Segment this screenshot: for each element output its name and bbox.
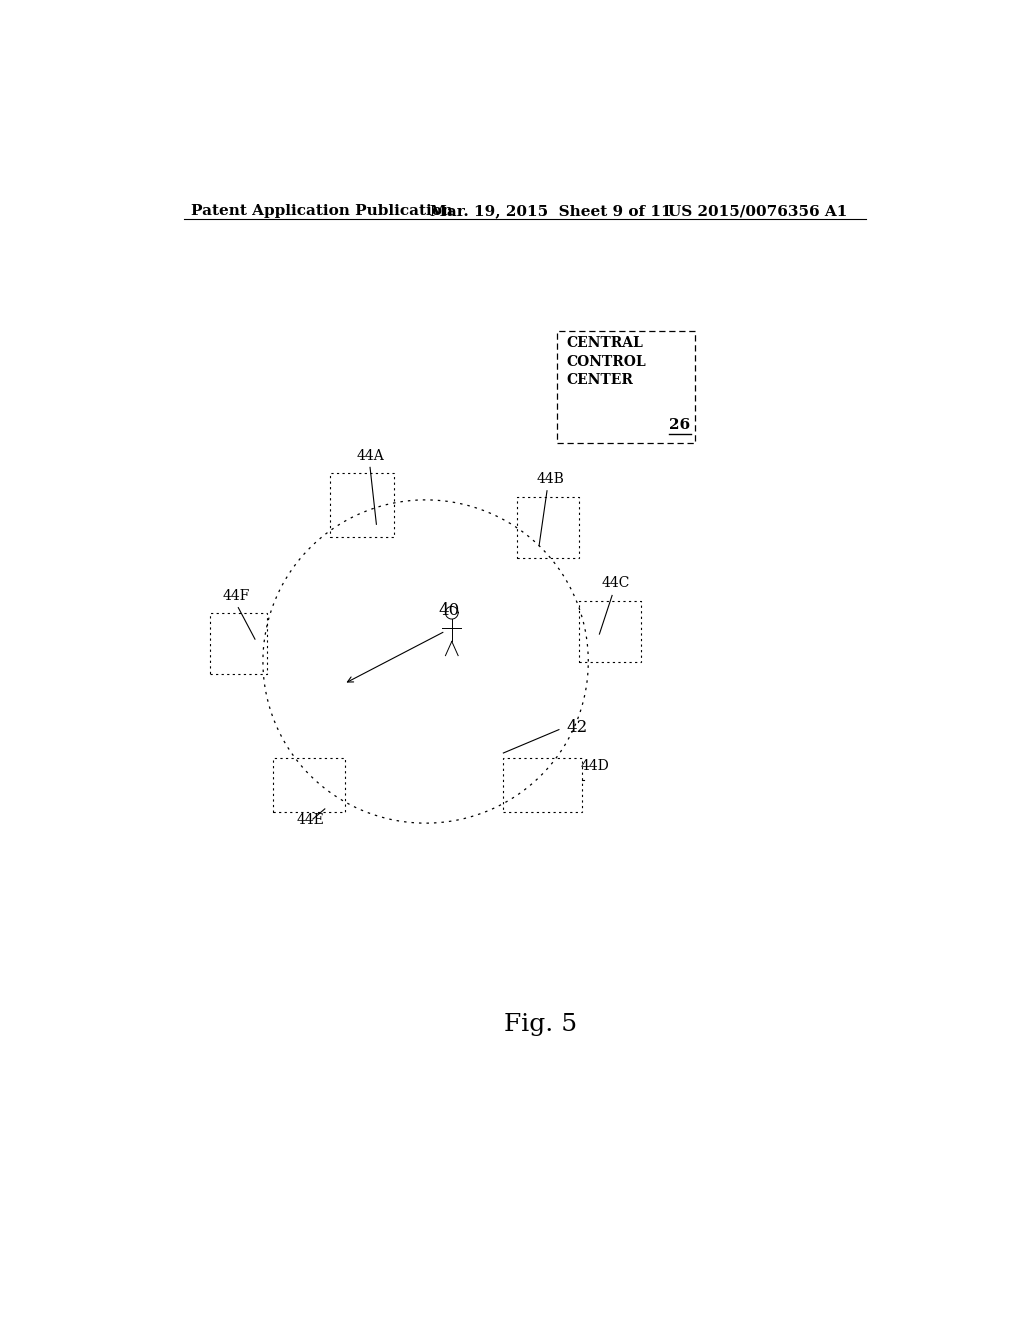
Text: 44C: 44C xyxy=(601,577,630,590)
Text: 40: 40 xyxy=(438,602,460,619)
Bar xyxy=(517,496,579,558)
Text: 44D: 44D xyxy=(581,759,609,774)
Bar xyxy=(210,612,267,673)
Text: 44E: 44E xyxy=(297,813,325,828)
Text: US 2015/0076356 A1: US 2015/0076356 A1 xyxy=(668,205,847,218)
Text: 44F: 44F xyxy=(222,589,250,602)
Text: Patent Application Publication: Patent Application Publication xyxy=(191,205,454,218)
Bar xyxy=(503,758,582,812)
Text: Fig. 5: Fig. 5 xyxy=(504,1012,578,1036)
Text: CENTRAL
CONTROL
CENTER: CENTRAL CONTROL CENTER xyxy=(567,337,646,387)
Text: 26: 26 xyxy=(669,418,690,432)
Bar xyxy=(273,758,345,812)
Text: 44A: 44A xyxy=(356,449,384,463)
Bar xyxy=(557,331,695,444)
Text: 42: 42 xyxy=(566,719,588,737)
Bar xyxy=(579,601,641,661)
Text: Mar. 19, 2015  Sheet 9 of 11: Mar. 19, 2015 Sheet 9 of 11 xyxy=(430,205,671,218)
Bar xyxy=(331,474,394,536)
Text: 44B: 44B xyxy=(537,471,564,486)
